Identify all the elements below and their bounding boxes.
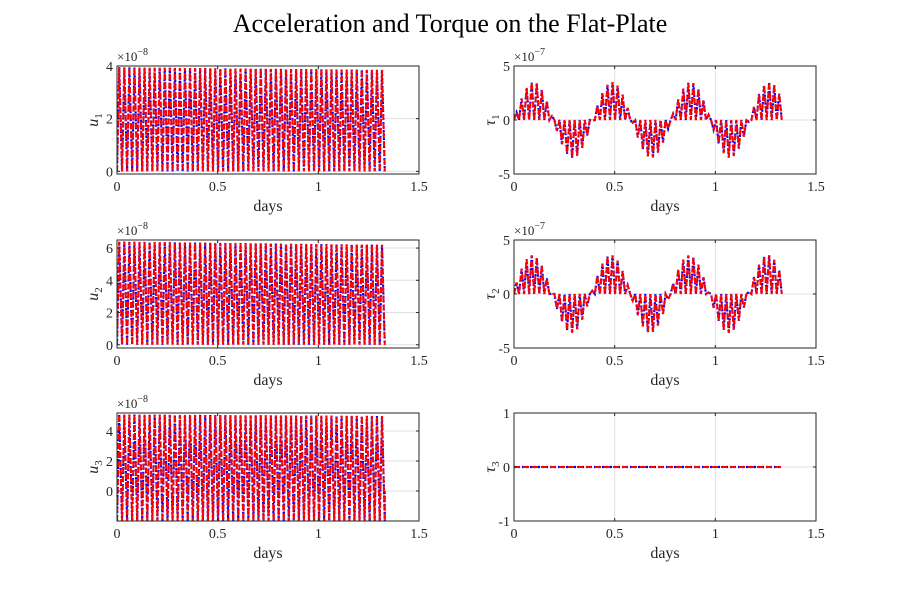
y-axis-label-base: τ (482, 293, 499, 300)
x-tick-label: 1 (315, 180, 322, 195)
y-tick-label: 2 (106, 307, 113, 322)
axes-box (116, 239, 420, 349)
y-axis-exponent: ×10−7 (514, 47, 545, 64)
x-axis-label: days (253, 545, 282, 562)
x-axis-label: days (650, 198, 679, 215)
y-tick-label: 4 (106, 274, 113, 289)
y-axis-label-sub: 3 (490, 461, 502, 467)
y-axis-exponent: ×10−8 (117, 394, 148, 411)
y-axis-label: u2 (85, 287, 105, 301)
y-tick-label: 0 (106, 165, 113, 180)
y-axis-label: u1 (85, 113, 105, 127)
y-axis-label: u3 (85, 460, 105, 474)
y-tick-label: 5 (503, 234, 510, 249)
y-tick-label: 2 (106, 455, 113, 470)
y-axis-exponent: ×10−7 (514, 221, 545, 238)
series-line-1 (117, 414, 386, 521)
series-line-2 (117, 67, 386, 172)
y-tick-label: 6 (106, 242, 113, 257)
axes-box (116, 65, 420, 175)
y-axis-label-sub: 2 (93, 287, 105, 293)
x-tick-label: 0.5 (606, 354, 624, 369)
y-tick-label: 4 (106, 425, 113, 440)
y-tick-label: 0 (503, 288, 510, 303)
series-line-2 (514, 82, 783, 158)
x-tick-label: 0 (114, 180, 121, 195)
y-axis-exponent: ×10−8 (117, 221, 148, 238)
y-axis-label-base: u (85, 119, 102, 127)
x-tick-label: 0.5 (606, 527, 624, 542)
y-axis-exponent: ×10−8 (117, 47, 148, 64)
x-tick-label: 1.5 (410, 354, 428, 369)
y-axis-label-sub: 2 (490, 288, 502, 294)
x-tick-label: 1.5 (410, 180, 428, 195)
y-axis-label: τ2 (482, 288, 502, 299)
x-axis-label: days (650, 372, 679, 389)
x-tick-label: 0.5 (606, 180, 624, 195)
y-axis-label-sub: 1 (93, 113, 105, 119)
axes-box (116, 412, 420, 522)
x-axis-label: days (650, 545, 679, 562)
x-tick-label: 0 (511, 354, 518, 369)
y-tick-label: 0 (503, 114, 510, 129)
y-axis-label-base: u (85, 293, 102, 301)
y-tick-label: 0 (503, 461, 510, 476)
series-line-2 (117, 241, 386, 345)
y-tick-label: 5 (503, 60, 510, 75)
series-line-2 (514, 255, 783, 333)
x-axis-label: days (253, 372, 282, 389)
x-tick-label: 0 (114, 354, 121, 369)
x-tick-label: 1.5 (807, 527, 825, 542)
x-axis-label: days (253, 198, 282, 215)
figure-title: Acceleration and Torque on the Flat-Plat… (233, 9, 668, 38)
y-axis-label: τ3 (482, 461, 502, 473)
y-axis-label-base: τ (482, 119, 499, 126)
y-tick-label: 2 (106, 113, 113, 128)
x-tick-label: 1 (712, 527, 719, 542)
x-tick-label: 1 (315, 527, 322, 542)
y-axis-label: τ1 (482, 114, 502, 125)
series-line-2 (117, 414, 386, 521)
y-axis-label-base: u (85, 466, 102, 474)
x-tick-label: 1 (315, 354, 322, 369)
subplot-5: 0 0.5 1 1.5 0 2 4 days u3 ×10−8 (85, 394, 428, 562)
x-tick-label: 0 (114, 527, 121, 542)
y-tick-label: 0 (106, 339, 113, 354)
y-tick-label: -5 (498, 342, 510, 357)
x-tick-label: 0.5 (209, 180, 227, 195)
series-line-1 (117, 67, 386, 172)
y-tick-label: -1 (498, 515, 510, 530)
y-axis-label-sub: 1 (490, 114, 502, 120)
y-axis-label-sub: 3 (93, 460, 105, 466)
x-tick-label: 1.5 (410, 527, 428, 542)
x-tick-label: 1.5 (807, 180, 825, 195)
x-tick-label: 1 (712, 180, 719, 195)
y-axis-label-base: τ (482, 466, 499, 473)
x-tick-label: 0 (511, 180, 518, 195)
y-tick-label: -5 (498, 168, 510, 183)
x-tick-label: 0 (511, 527, 518, 542)
y-tick-label: 1 (503, 407, 510, 422)
y-tick-label: 4 (106, 60, 113, 75)
x-tick-label: 0.5 (209, 527, 227, 542)
y-tick-label: 0 (106, 485, 113, 500)
series-line-1 (117, 241, 386, 345)
x-tick-label: 1 (712, 354, 719, 369)
x-tick-label: 1.5 (807, 354, 825, 369)
x-tick-label: 0.5 (209, 354, 227, 369)
